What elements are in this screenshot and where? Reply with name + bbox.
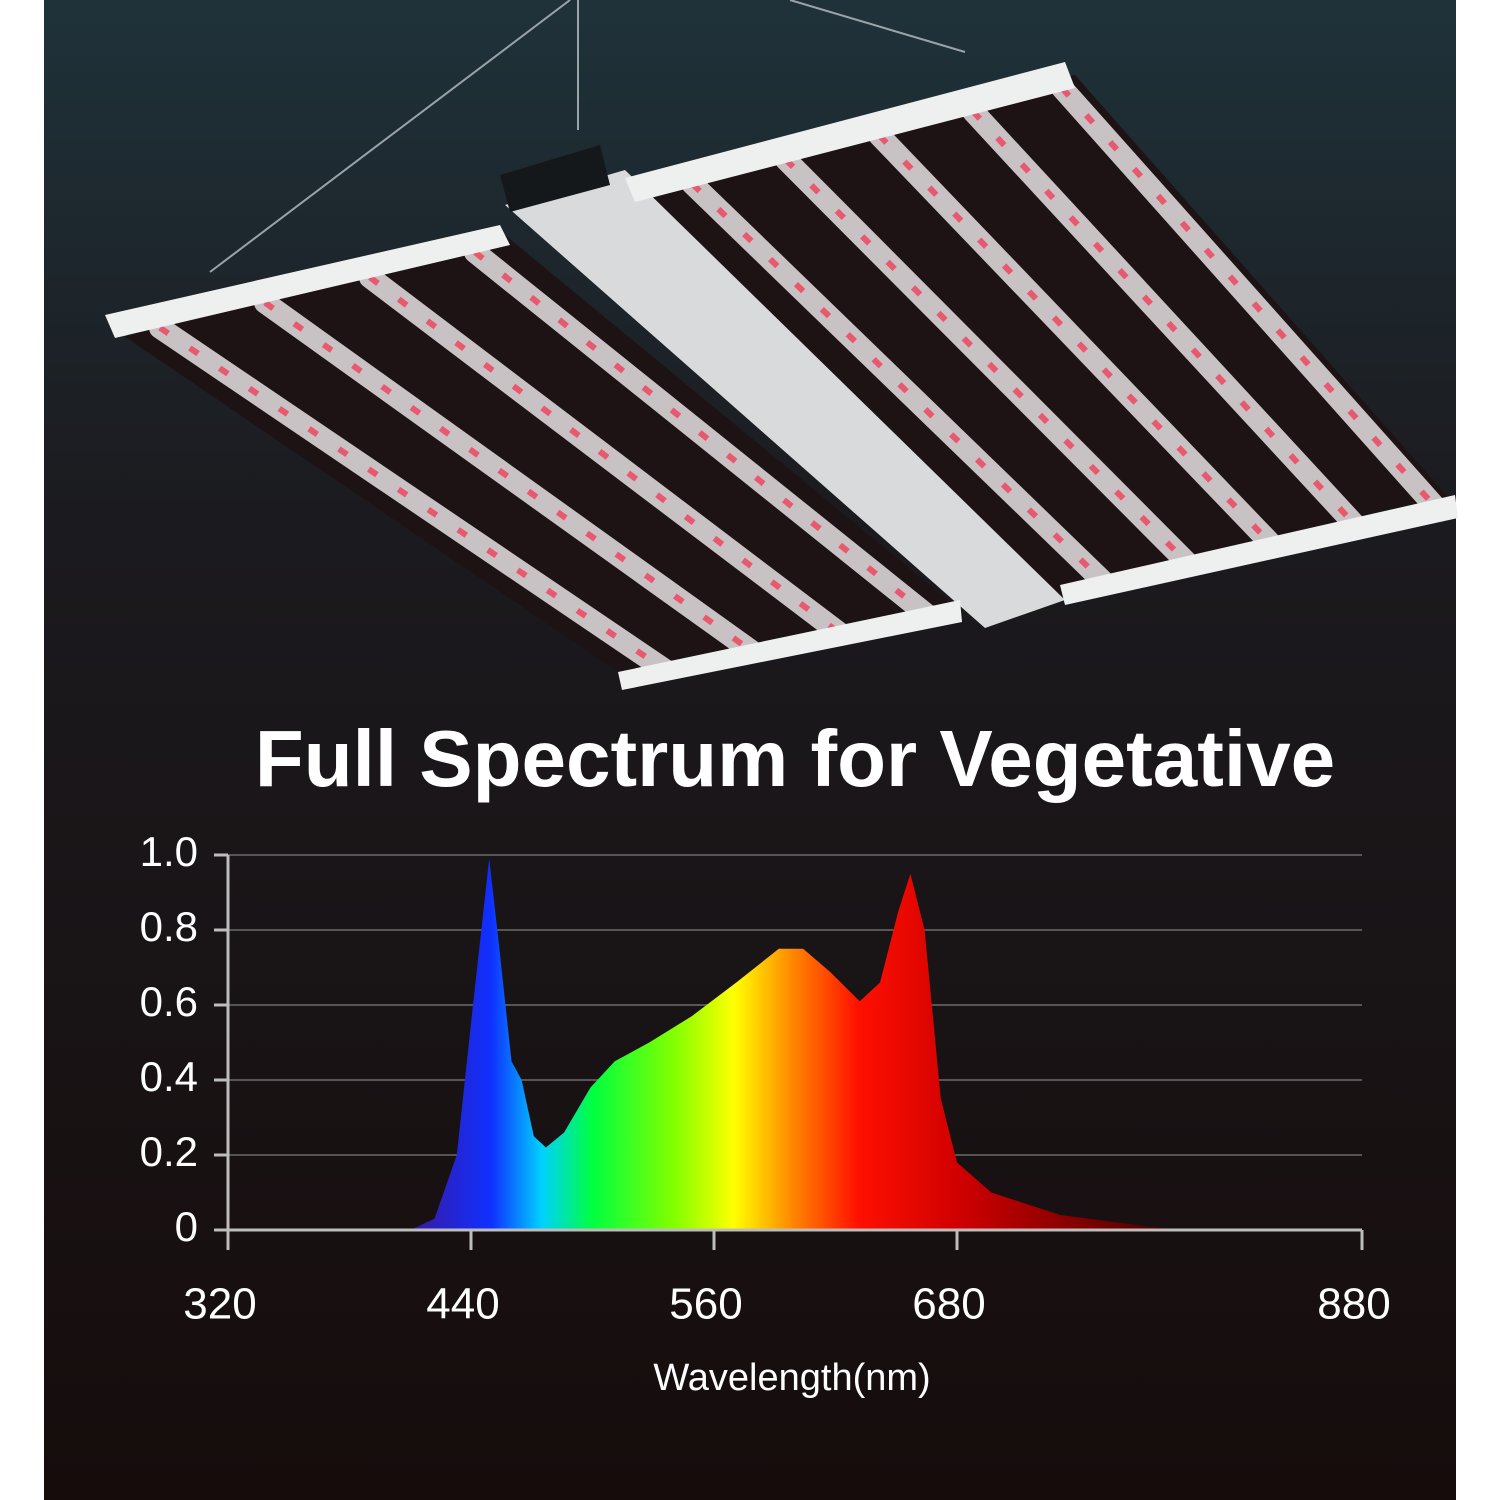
y-tick-label: 1.0 xyxy=(140,828,198,875)
led-diodes xyxy=(783,157,1191,566)
spine xyxy=(505,170,1065,628)
x-axis-label: Wavelength(nm) xyxy=(653,1357,930,1399)
x-tick-label: 880 xyxy=(1317,1280,1390,1329)
frame-bar xyxy=(618,600,962,690)
spectrum-area xyxy=(410,858,1182,1230)
controller xyxy=(500,145,610,212)
y-tick-label: 0.6 xyxy=(140,978,198,1025)
x-tick-label: 440 xyxy=(426,1280,499,1329)
y-tick-label: 0 xyxy=(175,1203,198,1250)
frame-bar xyxy=(105,225,510,338)
led-strip xyxy=(254,291,765,664)
x-tick-label: 320 xyxy=(183,1280,256,1329)
led-diodes xyxy=(473,249,932,620)
frame-bar xyxy=(625,62,1075,202)
led-diodes xyxy=(690,181,1106,584)
y-tick-label: 0.2 xyxy=(140,1128,198,1175)
led-diodes xyxy=(368,275,844,638)
led-diodes xyxy=(158,325,667,673)
led-diodes xyxy=(1060,86,1441,513)
led-diodes xyxy=(970,109,1360,530)
frame-bar xyxy=(1060,495,1458,605)
wire xyxy=(789,0,966,53)
led-diodes xyxy=(877,133,1276,548)
wire xyxy=(209,0,571,273)
x-tick-label: 560 xyxy=(669,1280,742,1329)
lamp xyxy=(105,0,1458,690)
y-tick-label: 0.8 xyxy=(140,903,198,950)
x-tick-label: 680 xyxy=(912,1280,985,1329)
title: Full Spectrum for Vegetative xyxy=(255,714,1335,803)
y-tick-label: 0.4 xyxy=(140,1053,198,1100)
